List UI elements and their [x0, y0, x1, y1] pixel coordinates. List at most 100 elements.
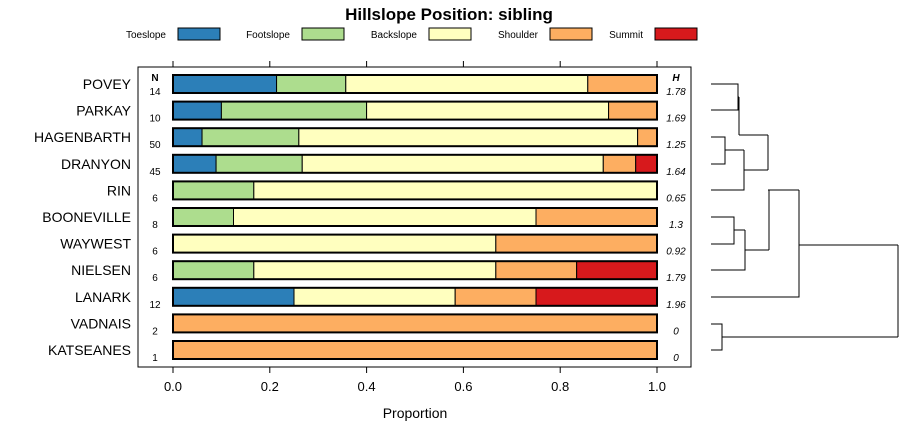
h-value: 0: [673, 326, 679, 337]
row-waywest: WAYWEST 6 0.92: [60, 233, 686, 258]
row-povey: POVEY 14 1.78: [83, 74, 686, 98]
bar-segment-toeslope: [172, 287, 295, 307]
bar-segment-shoulder: [602, 154, 637, 174]
n-value: 12: [149, 300, 161, 311]
row-booneville: BOONEVILLE 8 1.3: [42, 207, 683, 231]
row-label: PARKAY: [76, 103, 131, 119]
bar-segment-summit: [635, 154, 658, 174]
h-value: 1.69: [666, 114, 686, 125]
legend-label-backslope: Backslope: [371, 30, 418, 41]
h-column-header: H: [672, 73, 680, 84]
dendrogram-link-13: [711, 190, 800, 298]
legend-swatch-shoulder: [549, 27, 593, 41]
h-value: 1.25: [666, 140, 686, 151]
bar-segment-toeslope: [172, 127, 203, 147]
bar-outline: [172, 74, 658, 94]
dendrogram-link-6: [711, 216, 735, 245]
legend-label-footslope: Footslope: [246, 30, 290, 41]
bar-segment-shoulder: [172, 340, 658, 360]
bar-segment-backslope: [253, 260, 497, 280]
bar-segment-footslope: [172, 180, 255, 200]
bar-segment-shoulder: [495, 234, 658, 254]
x-tick-label: 1.0: [648, 379, 666, 394]
h-value: 1.78: [666, 87, 686, 98]
n-value: 50: [149, 140, 161, 151]
legend-swatch-toeslope: [177, 27, 221, 41]
x-axis-label: Proportion: [383, 405, 448, 421]
bar-segment-footslope: [215, 154, 303, 174]
bar-segment-footslope: [172, 260, 255, 280]
bar-segment-shoulder: [535, 207, 658, 227]
chart-title: Hillslope Position: sibling: [345, 5, 553, 24]
x-axis: 0.0 0.2 0.4 0.6 0.8 1.0: [164, 367, 666, 394]
plot-frame: [137, 66, 692, 368]
bar-segment-shoulder: [172, 313, 658, 333]
bar-outline: [172, 153, 658, 174]
bar-segment-shoulder: [637, 127, 658, 147]
bar-outline: [172, 260, 658, 281]
bar-outline: [172, 207, 658, 227]
row-label: POVEY: [83, 76, 132, 92]
h-value: 1.64: [666, 167, 686, 178]
n-value: 6: [152, 193, 158, 204]
row-label: LANARK: [75, 289, 132, 305]
n-value: 45: [149, 167, 161, 178]
row-lanark: LANARK 12 1.96: [75, 286, 686, 311]
h-value: 1.79: [666, 273, 686, 284]
bar-segment-shoulder: [454, 287, 537, 307]
n-value: 10: [149, 114, 161, 125]
n-value: 6: [152, 247, 158, 258]
dendrogram: [711, 83, 899, 351]
row-label: BOONEVILLE: [42, 209, 131, 225]
legend-label-toeslope: Toeslope: [126, 30, 166, 41]
n-value: 8: [152, 220, 158, 231]
row-label: DRANYON: [61, 156, 131, 172]
legend-swatch-summit: [654, 27, 698, 41]
bar-segment-backslope: [293, 287, 456, 307]
bar-segment-toeslope: [172, 154, 217, 174]
bar-segment-summit: [535, 287, 658, 307]
bar-segment-footslope: [276, 74, 347, 94]
row-katseanes: KATSEANES 1 0: [48, 340, 679, 364]
dendrogram-link-15: [711, 323, 723, 351]
dendrogram-link-8: [711, 230, 746, 271]
h-value: 0.92: [666, 247, 686, 258]
bar-segment-toeslope: [172, 101, 222, 121]
row-dranyon: DRANYON 45 1.64: [61, 153, 686, 178]
row-label: VADNAIS: [71, 315, 131, 331]
n-value: 1: [152, 353, 158, 364]
bar-segment-shoulder: [608, 101, 658, 121]
bar-segment-shoulder: [587, 74, 658, 94]
row-label: RIN: [107, 182, 131, 198]
top-axis-ticks: [172, 61, 658, 67]
n-value: 6: [152, 273, 158, 284]
bar-segment-footslope: [220, 101, 368, 121]
row-label: KATSEANES: [48, 342, 131, 358]
bar-outline: [172, 127, 658, 148]
legend-swatch-backslope: [428, 27, 472, 41]
bar-outline: [172, 313, 658, 334]
bar-outline: [172, 100, 658, 121]
n-value: 14: [149, 87, 161, 98]
row-rin: RIN 6 0.65: [107, 180, 686, 204]
x-tick-label: 0.4: [358, 379, 376, 394]
dendrogram-link-4: [711, 150, 745, 191]
h-value: 0: [673, 353, 679, 364]
bar-segment-footslope: [172, 207, 234, 227]
bar-segment-footslope: [201, 127, 300, 147]
x-tick-label: 0.2: [261, 379, 279, 394]
row-nielsen: NIELSEN 6 1.79: [71, 260, 686, 284]
bar-segment-backslope: [253, 180, 658, 200]
dendrogram-link-2: [711, 136, 726, 165]
legend-label-shoulder: Shoulder: [498, 30, 539, 41]
h-value: 0.65: [666, 193, 686, 204]
x-tick-label: 0.6: [454, 379, 472, 394]
dendrogram-link-10: [738, 97, 769, 170]
legend-label-summit: Summit: [609, 30, 643, 41]
row-vadnais: VADNAIS 2 0: [71, 313, 679, 337]
x-tick-label: 0.8: [551, 379, 569, 394]
row-label: NIELSEN: [71, 262, 131, 278]
bar-outline: [172, 180, 658, 201]
bar-segment-shoulder: [495, 260, 578, 280]
